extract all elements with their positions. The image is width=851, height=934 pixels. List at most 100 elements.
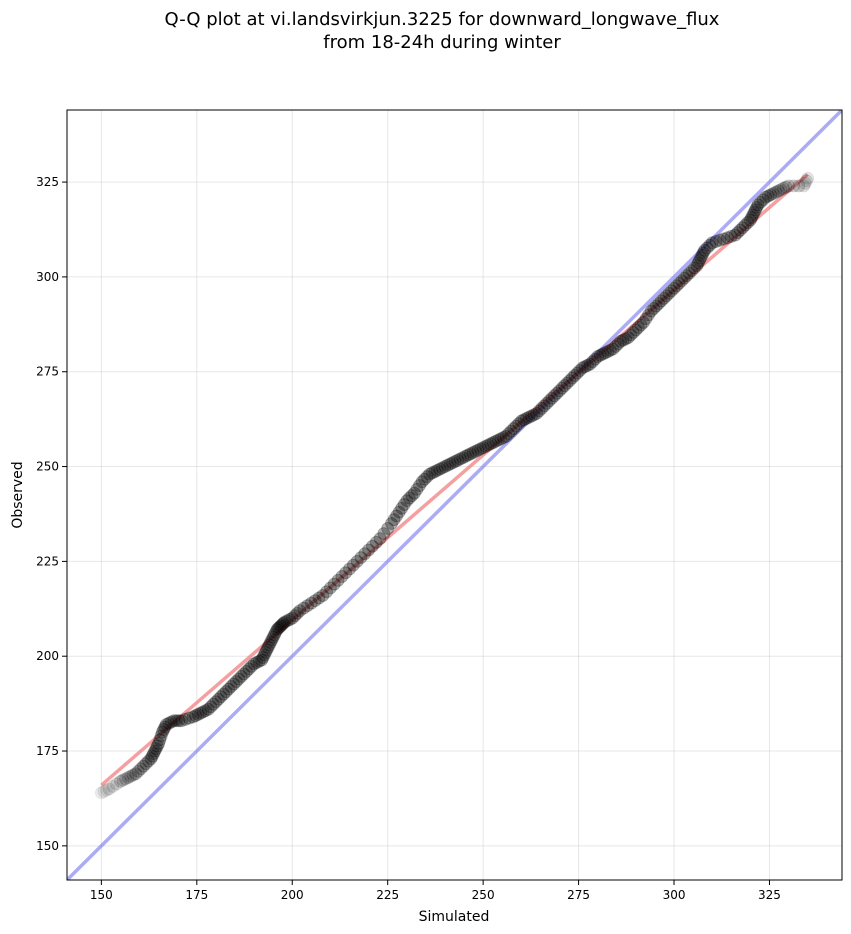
- data-point: [99, 783, 113, 797]
- data-point: [736, 221, 750, 235]
- data-point: [596, 347, 610, 361]
- data-point: [121, 771, 135, 785]
- y-tick-label: 250: [36, 460, 59, 474]
- data-point: [667, 281, 681, 295]
- data-point: [659, 289, 673, 303]
- data-point: [583, 357, 597, 371]
- data-point: [570, 366, 584, 380]
- data-point: [654, 294, 668, 308]
- data-point: [761, 189, 775, 203]
- data-point: [456, 451, 470, 465]
- data-point: [153, 733, 167, 747]
- y-tick-label: 325: [36, 175, 59, 189]
- data-point: [552, 384, 566, 398]
- data-point: [799, 174, 813, 188]
- data-point: [144, 752, 158, 766]
- data-point: [519, 412, 533, 426]
- data-point: [588, 352, 602, 366]
- data-point: [644, 304, 658, 318]
- data-point: [257, 648, 271, 662]
- y-axis-ticks: 150 175 200 225 250 275 300 325: [36, 175, 67, 853]
- data-point: [446, 456, 460, 470]
- data-point: [239, 664, 253, 678]
- data-point: [312, 591, 326, 605]
- data-point: [387, 513, 401, 527]
- data-point: [743, 213, 757, 227]
- data-point: [290, 606, 304, 620]
- data-point: [178, 712, 192, 726]
- data-point: [558, 379, 572, 393]
- data-point: [672, 276, 686, 290]
- data-point: [458, 449, 472, 463]
- data-point: [695, 248, 709, 262]
- data-point: [580, 358, 594, 372]
- data-point: [327, 577, 341, 591]
- data-point: [491, 433, 505, 447]
- data-point: [547, 389, 561, 403]
- data-point: [234, 669, 248, 683]
- data-point: [124, 769, 138, 783]
- data-point: [471, 443, 485, 457]
- data-point: [259, 645, 273, 659]
- data-point: [206, 697, 220, 711]
- data-point: [598, 346, 612, 360]
- data-point: [131, 764, 145, 778]
- data-point: [186, 710, 200, 724]
- data-point: [586, 355, 600, 369]
- data-point: [425, 466, 439, 480]
- x-axis-label: Simulated: [419, 909, 490, 925]
- data-point: [194, 706, 208, 720]
- data-point: [537, 399, 551, 413]
- data-point: [304, 596, 318, 610]
- data-point: [550, 386, 564, 400]
- x-tick-label: 200: [281, 888, 304, 902]
- data-point: [776, 181, 790, 195]
- y-tick-label: 300: [36, 270, 59, 284]
- data-point: [527, 408, 541, 422]
- data-point: [792, 179, 806, 193]
- data-point: [316, 589, 330, 603]
- data-point: [182, 711, 196, 725]
- data-point: [691, 256, 705, 270]
- data-point: [724, 229, 738, 243]
- data-point: [97, 784, 111, 798]
- data-point: [690, 259, 704, 273]
- y-tick-label: 175: [36, 744, 59, 758]
- data-point: [266, 630, 280, 644]
- x-axis-ticks: 150 175 200 225 250 275 300 325: [90, 880, 781, 902]
- data-point: [219, 685, 233, 699]
- data-point: [522, 410, 536, 424]
- data-point: [787, 179, 801, 193]
- data-point: [126, 768, 140, 782]
- data-point: [346, 558, 360, 572]
- data-point: [578, 360, 592, 374]
- data-point: [134, 762, 148, 776]
- data-point: [232, 672, 246, 686]
- data-point: [573, 363, 587, 377]
- data-point: [720, 231, 734, 245]
- data-point: [692, 253, 706, 267]
- data-point: [397, 497, 411, 511]
- data-point: [593, 348, 607, 362]
- data-point: [400, 494, 414, 508]
- identity-line: [67, 110, 842, 880]
- data-point: [301, 599, 315, 613]
- data-point: [560, 376, 574, 390]
- data-point: [779, 180, 793, 194]
- data-point: [405, 489, 419, 503]
- y-axis-label: Observed: [10, 461, 26, 528]
- data-point: [358, 547, 372, 561]
- data-point: [150, 739, 164, 753]
- data-point: [252, 654, 266, 668]
- data-point: [269, 625, 283, 639]
- data-point: [642, 308, 656, 322]
- data-point: [267, 628, 281, 642]
- data-point: [247, 657, 261, 671]
- data-point: [147, 747, 161, 761]
- data-point: [657, 291, 671, 305]
- data-point: [461, 448, 475, 462]
- data-point: [385, 516, 399, 530]
- data-point: [771, 184, 785, 198]
- data-point: [575, 361, 589, 375]
- data-point: [636, 315, 650, 329]
